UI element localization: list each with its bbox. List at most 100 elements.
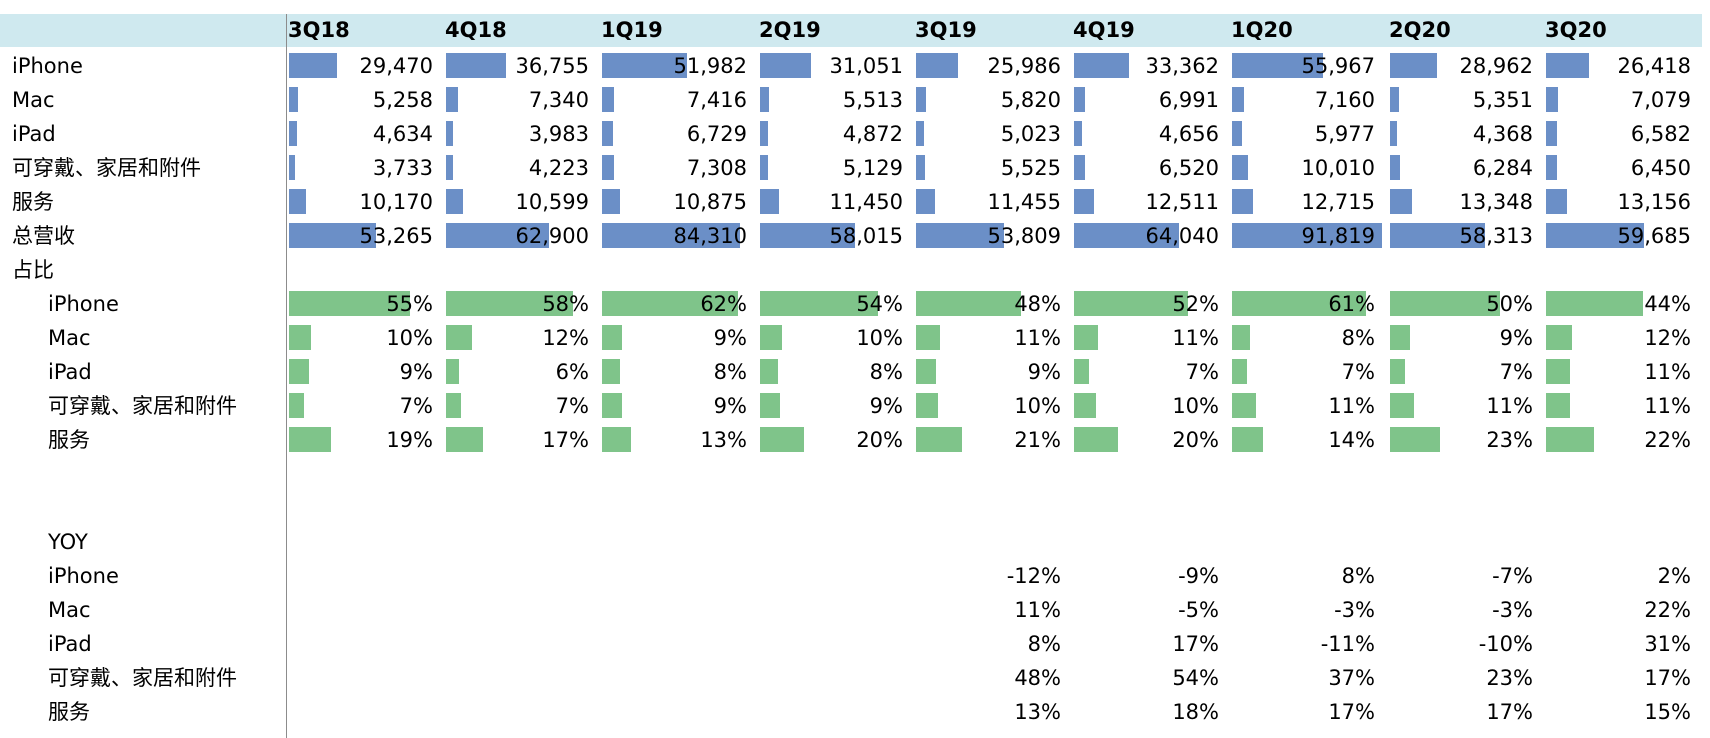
- revenue-value: 13,156: [1617, 190, 1691, 214]
- yoy-value: -11%: [1320, 632, 1375, 656]
- yoy-value: -7%: [1492, 564, 1533, 588]
- revenue-bar: [916, 223, 1004, 248]
- share-bar: [1074, 359, 1089, 384]
- share-bar: [446, 427, 483, 452]
- share-value: 50%: [1486, 292, 1533, 316]
- yoy-value: -5%: [1178, 598, 1219, 622]
- revenue-bar: [1232, 155, 1248, 180]
- revenue-value: 7,079: [1630, 88, 1691, 112]
- yoy-row-label: 服务: [48, 700, 90, 724]
- yoy-row-label: iPhone: [48, 564, 119, 588]
- share-value: 52%: [1172, 292, 1219, 316]
- share-row-label: 服务: [48, 428, 90, 452]
- revenue-value: 4,368: [1472, 122, 1533, 146]
- share-value: 9%: [713, 394, 747, 418]
- revenue-bar: [1390, 87, 1399, 112]
- revenue-value: 4,223: [528, 156, 589, 180]
- yoy-value: -10%: [1478, 632, 1533, 656]
- revenue-bar: [916, 87, 926, 112]
- revenue-bar: [1232, 121, 1242, 146]
- revenue-value: 62,900: [515, 224, 589, 248]
- revenue-row-label: 服务: [12, 190, 54, 214]
- header-band: [0, 14, 1702, 47]
- share-value: 9%: [399, 360, 433, 384]
- revenue-bar: [1232, 223, 1382, 248]
- revenue-bar: [602, 53, 687, 78]
- revenue-bar: [602, 87, 614, 112]
- share-bar: [760, 393, 780, 418]
- share-bar: [1390, 393, 1414, 418]
- revenue-row-label: 总营收: [12, 224, 75, 248]
- share-value: 9%: [1027, 360, 1061, 384]
- share-value: 61%: [1328, 292, 1375, 316]
- revenue-value: 5,820: [1000, 88, 1061, 112]
- revenue-value: 5,977: [1314, 122, 1375, 146]
- share-bar: [916, 325, 940, 350]
- revenue-bar: [760, 223, 855, 248]
- yoy-row-label: Mac: [48, 598, 91, 622]
- share-value: 62%: [700, 292, 747, 316]
- revenue-value: 25,986: [987, 54, 1061, 78]
- share-bar: [1390, 359, 1405, 384]
- share-value: 10%: [1172, 394, 1219, 418]
- share-bar: [916, 359, 936, 384]
- share-value: 11%: [1014, 326, 1061, 350]
- revenue-bar: [1390, 53, 1437, 78]
- revenue-value: 12,715: [1301, 190, 1375, 214]
- share-value: 11%: [1486, 394, 1533, 418]
- label-column-separator: [286, 14, 287, 738]
- share-bar: [760, 359, 778, 384]
- revenue-value: 10,170: [359, 190, 433, 214]
- revenue-value: 6,284: [1472, 156, 1533, 180]
- period-header-2q20: 2Q20: [1389, 18, 1451, 42]
- revenue-bar: [446, 121, 453, 146]
- revenue-bar: [446, 87, 458, 112]
- share-bar: [446, 359, 459, 384]
- revenue-row-label: iPad: [12, 122, 56, 146]
- revenue-bar: [446, 155, 453, 180]
- revenue-value: 10,010: [1301, 156, 1375, 180]
- revenue-bar: [1074, 223, 1179, 248]
- share-value: 10%: [856, 326, 903, 350]
- revenue-value: 4,872: [842, 122, 903, 146]
- share-bar: [289, 427, 331, 452]
- share-bar: [1546, 291, 1643, 316]
- period-header-3q18: 3Q18: [288, 18, 350, 42]
- revenue-bar: [916, 53, 958, 78]
- revenue-bar: [289, 155, 295, 180]
- share-bar: [289, 359, 309, 384]
- share-value: 9%: [869, 394, 903, 418]
- share-bar: [446, 325, 472, 350]
- revenue-value: 58,015: [829, 224, 903, 248]
- share-value: 11%: [1644, 360, 1691, 384]
- share-bar: [289, 393, 304, 418]
- share-value: 12%: [1644, 326, 1691, 350]
- share-bar: [602, 325, 622, 350]
- revenue-value: 7,160: [1314, 88, 1375, 112]
- yoy-value: 22%: [1644, 598, 1691, 622]
- share-value: 20%: [856, 428, 903, 452]
- revenue-bar: [1390, 155, 1400, 180]
- revenue-value: 7,340: [528, 88, 589, 112]
- share-value: 8%: [1341, 326, 1375, 350]
- revenue-value: 33,362: [1145, 54, 1219, 78]
- revenue-value: 7,416: [686, 88, 747, 112]
- revenue-value: 3,733: [372, 156, 433, 180]
- revenue-value: 91,819: [1301, 224, 1375, 248]
- revenue-value: 11,455: [987, 190, 1061, 214]
- revenue-value: 6,520: [1158, 156, 1219, 180]
- share-value: 12%: [542, 326, 589, 350]
- revenue-value: 5,513: [842, 88, 903, 112]
- share-bar: [1390, 325, 1410, 350]
- yoy-value: 2%: [1657, 564, 1691, 588]
- revenue-bar: [602, 223, 740, 248]
- revenue-value: 5,525: [1000, 156, 1061, 180]
- revenue-value: 6,991: [1158, 88, 1219, 112]
- revenue-value: 7,308: [686, 156, 747, 180]
- share-bar: [1546, 427, 1594, 452]
- share-value: 7%: [1185, 360, 1219, 384]
- share-value: 19%: [386, 428, 433, 452]
- revenue-bar: [446, 189, 463, 214]
- period-header-1q20: 1Q20: [1231, 18, 1293, 42]
- yoy-value: 8%: [1341, 564, 1375, 588]
